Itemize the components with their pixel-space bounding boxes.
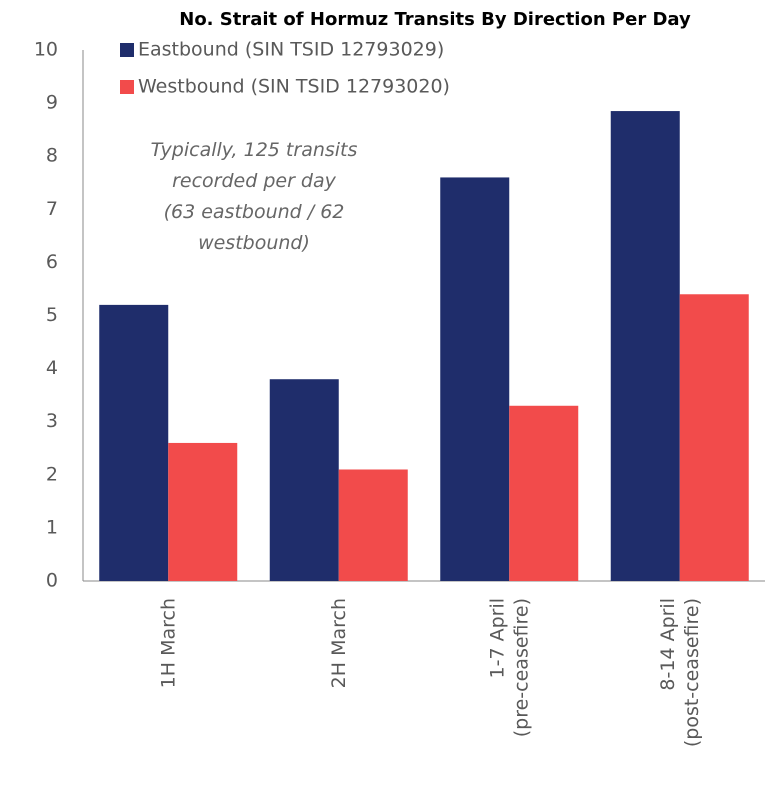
text-line: 8-14 April xyxy=(656,598,678,691)
legend-label: Westbound (SIN TSID 12793020) xyxy=(138,76,450,98)
y-tick-label: 2 xyxy=(46,463,58,485)
text-line: westbound) xyxy=(198,232,310,254)
y-tick-label: 5 xyxy=(46,304,58,326)
y-tick-label: 10 xyxy=(34,39,58,61)
annotation: Typically, 125 transits recorded per day (… xyxy=(151,139,358,254)
bar xyxy=(509,405,579,581)
bar xyxy=(610,111,680,581)
chart-title: No. Strait of Hormuz Transits By Directi… xyxy=(179,9,691,30)
x-tick-label: 1-7 April (pre-ceasefire) xyxy=(486,598,532,737)
y-tick-label: 7 xyxy=(46,198,58,220)
bar xyxy=(338,469,408,581)
text-line: 1H March xyxy=(157,598,179,688)
legend-swatch xyxy=(120,80,134,94)
bar xyxy=(440,177,510,581)
y-tick-label: 6 xyxy=(46,251,58,273)
text-line: (post-ceasefire) xyxy=(680,598,702,747)
y-tick-label: 4 xyxy=(46,357,58,379)
text-line: 2H March xyxy=(327,598,349,688)
y-tick-label: 9 xyxy=(46,92,58,114)
bar xyxy=(269,379,339,581)
text-line: Typically, 125 transits xyxy=(151,139,358,161)
x-tick-label: 1H March xyxy=(157,598,179,688)
y-tick-label: 1 xyxy=(46,516,58,538)
bar xyxy=(99,304,169,581)
y-tick-label: 0 xyxy=(46,570,58,592)
x-tick-label: 2H March xyxy=(327,598,349,688)
text-line: (pre-ceasefire) xyxy=(510,598,532,737)
bar xyxy=(679,294,749,581)
text-line: (63 eastbound / 62 xyxy=(164,201,345,223)
bar xyxy=(168,442,238,581)
y-tick-label: 8 xyxy=(46,145,58,167)
legend-swatch xyxy=(120,43,134,57)
y-tick-label: 3 xyxy=(46,410,58,432)
text-line: 1-7 April xyxy=(486,598,508,679)
legend-label: Eastbound (SIN TSID 12793029) xyxy=(138,39,444,61)
x-tick-label: 8-14 April (post-ceasefire) xyxy=(656,598,702,747)
text-line: recorded per day xyxy=(172,170,337,192)
